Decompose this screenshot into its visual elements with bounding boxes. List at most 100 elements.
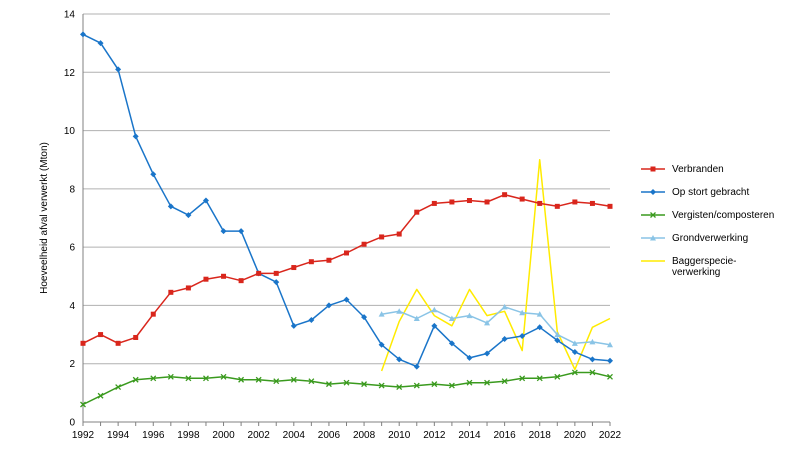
x-tick-label: 2016 (493, 430, 516, 441)
data-point (238, 228, 244, 234)
x-tick-label: 1992 (72, 430, 95, 441)
legend-label: Baggerspecie-verwerking (672, 256, 794, 278)
data-point (80, 31, 86, 37)
data-point (414, 210, 419, 215)
legend-swatch (640, 186, 666, 198)
x-tick-label: 2008 (353, 430, 376, 441)
data-point (344, 250, 349, 255)
legend-label: Verbranden (672, 164, 794, 175)
data-point (203, 277, 208, 282)
x-tick-label: 2002 (248, 430, 271, 441)
data-point (151, 312, 156, 317)
x-tick-label: 2000 (212, 430, 235, 441)
data-point (274, 271, 279, 276)
data-point (133, 133, 139, 139)
y-tick-label: 6 (69, 243, 75, 254)
legend-label: Grondverwerking (672, 233, 794, 244)
y-tick-label: 14 (64, 10, 76, 21)
legend-label-line: Baggerspecie- (672, 256, 794, 267)
legend-label: Op stort gebracht (672, 187, 794, 198)
legend-swatch (640, 255, 666, 267)
series-op-stort-gebracht (80, 31, 613, 369)
data-point (537, 201, 542, 206)
y-tick-labels: 0 2 4 6 8 10 12 14 (64, 10, 76, 429)
legend-swatch (640, 163, 666, 175)
y-tick-label: 4 (69, 301, 75, 312)
legend-label: Vergisten/composteren (672, 210, 794, 221)
series-line (382, 307, 610, 345)
x-tick-label: 2004 (283, 430, 306, 441)
data-point (651, 167, 656, 172)
data-point (590, 201, 595, 206)
data-point (168, 290, 173, 295)
data-point (98, 332, 103, 337)
data-point (81, 341, 86, 346)
data-point (239, 278, 244, 283)
series-vergisten-composteren (81, 370, 613, 407)
data-point (572, 199, 577, 204)
data-point (520, 197, 525, 202)
data-point (555, 204, 560, 209)
x-tick-label: 2014 (458, 430, 481, 441)
series-baggerspecie-verwerking (382, 160, 610, 371)
y-tick-label: 10 (64, 126, 76, 137)
data-point (502, 304, 508, 310)
legend-item: Vergisten/composteren (638, 209, 798, 232)
data-point (168, 203, 174, 209)
series-layer (80, 31, 613, 407)
y-tick-label: 8 (69, 184, 75, 195)
data-point (414, 364, 420, 370)
legend-swatch (640, 232, 666, 244)
data-point (186, 285, 191, 290)
data-point (256, 271, 261, 276)
data-point (291, 265, 296, 270)
data-point (221, 274, 226, 279)
data-point (309, 259, 314, 264)
data-point (291, 323, 297, 329)
data-point (221, 228, 227, 234)
x-tick-label: 1998 (177, 430, 200, 441)
x-tick-label: 2012 (423, 430, 446, 441)
x-tick-labels: 1992 1994 1996 1998 2000 2002 2004 2006 2008 2010… (72, 430, 622, 441)
legend-swatch (640, 209, 666, 221)
x-tick-label: 1994 (107, 430, 130, 441)
y-tick-label: 2 (69, 359, 75, 370)
series-line (382, 160, 610, 371)
data-point (116, 341, 121, 346)
data-point (379, 234, 384, 239)
series-verbranden (81, 192, 613, 346)
series-line (83, 195, 610, 344)
data-point (650, 189, 656, 195)
data-point (431, 307, 437, 313)
data-point (326, 258, 331, 263)
series-grondverwerking (379, 304, 613, 347)
data-point (150, 171, 156, 177)
legend-item: Op stort gebracht (638, 186, 798, 209)
data-point (397, 232, 402, 237)
data-point (607, 358, 613, 364)
y-tick-label: 12 (64, 68, 76, 79)
data-point (362, 242, 367, 247)
data-point (449, 199, 454, 204)
legend-item: Verbranden (638, 163, 798, 186)
data-point (133, 335, 138, 340)
data-point (467, 198, 472, 203)
legend: Verbranden Op stort gebracht Vergisten/com… (638, 163, 798, 285)
legend-label-line: verwerking (672, 267, 794, 278)
data-point (485, 199, 490, 204)
data-point (432, 201, 437, 206)
x-tick-label: 2006 (318, 430, 341, 441)
legend-item: Baggerspecie-verwerking (638, 255, 798, 285)
x-tick-label: 2010 (388, 430, 411, 441)
y-tick-label: 0 (69, 418, 75, 429)
y-axis-title: Hoeveelheid afval verwerkt (Mton) (39, 142, 50, 294)
x-tick-label: 2022 (599, 430, 622, 441)
legend-item: Grondverwerking (638, 232, 798, 255)
x-tick-label: 2018 (529, 430, 552, 441)
data-point (589, 356, 595, 362)
x-tick-label: 1996 (142, 430, 165, 441)
x-tick-label: 2020 (564, 430, 587, 441)
data-point (273, 279, 279, 285)
data-point (608, 204, 613, 209)
series-line (83, 373, 610, 405)
